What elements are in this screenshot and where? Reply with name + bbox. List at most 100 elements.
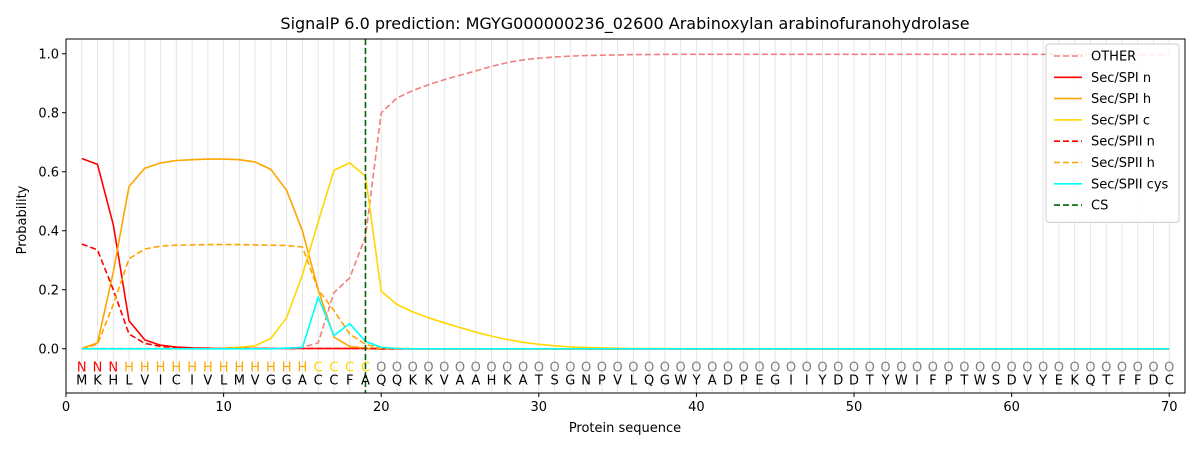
region-label: O <box>802 360 812 375</box>
region-label: H <box>203 360 213 375</box>
residue-label: G <box>282 374 292 389</box>
region-label: O <box>471 360 481 375</box>
residue-label: G <box>565 374 575 389</box>
residue-label: C <box>1165 374 1174 389</box>
residue-label: K <box>503 374 512 389</box>
residue-label: A <box>361 374 370 389</box>
region-label: O <box>376 360 386 375</box>
region-label: O <box>455 360 465 375</box>
residue-label: K <box>408 374 417 389</box>
residue-label: K <box>1070 374 1079 389</box>
residue-label: V <box>440 374 449 389</box>
residue-label: S <box>992 374 1000 389</box>
residue-label: Y <box>1038 374 1047 389</box>
x-axis-label: Protein sequence <box>569 421 681 436</box>
region-label: O <box>613 360 623 375</box>
region-label: O <box>408 360 418 375</box>
residue-label: L <box>125 374 133 389</box>
region-label: O <box>581 360 591 375</box>
legend-label: CS <box>1091 199 1108 214</box>
region-label: O <box>660 360 670 375</box>
residue-label: T <box>1101 374 1110 389</box>
region-label: N <box>93 360 103 375</box>
residue-label: T <box>959 374 968 389</box>
series-line-sec-spi-c <box>81 162 1170 350</box>
residue-label: C <box>314 374 323 389</box>
region-label: O <box>423 360 433 375</box>
x-tick-label: 30 <box>531 400 548 415</box>
region-label: H <box>250 360 260 375</box>
residue-label: D <box>833 374 843 389</box>
residue-label: A <box>456 374 465 389</box>
plot-frame <box>65 38 1186 394</box>
region-label: H <box>234 360 244 375</box>
chart-title: SignalP 6.0 prediction: MGYG000000236_02… <box>280 14 969 34</box>
residue-label: M <box>76 374 87 389</box>
region-label: N <box>108 360 118 375</box>
residue-label: P <box>945 374 953 389</box>
residue-label: P <box>598 374 606 389</box>
x-tick-label: 40 <box>688 400 705 415</box>
region-label: O <box>959 360 969 375</box>
region-label: O <box>1101 360 1111 375</box>
residue-label: V <box>613 374 622 389</box>
region-label: O <box>849 360 859 375</box>
residue-label: V <box>140 374 149 389</box>
residue-label: T <box>534 374 543 389</box>
region-label: O <box>1148 360 1158 375</box>
residue-label: C <box>172 374 181 389</box>
region-label: O <box>896 360 906 375</box>
residue-label: G <box>266 374 276 389</box>
residue-label: I <box>159 374 163 389</box>
residue-label: S <box>550 374 558 389</box>
residue-label: K <box>424 374 433 389</box>
region-label: H <box>298 360 308 375</box>
region-label: O <box>786 360 796 375</box>
region-label: O <box>928 360 938 375</box>
region-label: O <box>1164 360 1174 375</box>
residue-label: P <box>740 374 748 389</box>
residue-label: W <box>895 374 908 389</box>
residue-label: F <box>346 374 353 389</box>
region-label: O <box>676 360 686 375</box>
region-label: O <box>880 360 890 375</box>
region-label: C <box>361 360 370 375</box>
region-label: H <box>219 360 229 375</box>
residue-label: V <box>251 374 260 389</box>
residue-label: E <box>1055 374 1063 389</box>
y-tick-label: 1.0 <box>38 47 59 62</box>
region-label: H <box>282 360 292 375</box>
residue-label: Q <box>376 374 386 389</box>
residue-label: T <box>865 374 874 389</box>
series-line-sec-spi-h <box>81 158 1170 350</box>
residue-label: W <box>674 374 687 389</box>
residue-label: I <box>915 374 919 389</box>
residue-label: F <box>1134 374 1141 389</box>
legend-label: Sec/SPII h <box>1091 156 1155 171</box>
region-label: O <box>1117 360 1127 375</box>
region-label: O <box>1070 360 1080 375</box>
region-label: O <box>912 360 922 375</box>
residue-label: A <box>471 374 480 389</box>
residue-label: Y <box>881 374 890 389</box>
y-axis-label: Probability <box>15 185 30 254</box>
legend-label: Sec/SPI c <box>1091 113 1150 128</box>
residue-label: A <box>708 374 717 389</box>
residue-label: A <box>519 374 528 389</box>
legend-box <box>1045 43 1180 223</box>
series-line-sec-spii-h <box>81 243 1170 350</box>
region-label: O <box>833 360 843 375</box>
region-label: O <box>486 360 496 375</box>
y-tick-label: 0.6 <box>38 165 59 180</box>
residue-label: Q <box>1085 374 1095 389</box>
region-label: O <box>691 360 701 375</box>
legend-label: OTHER <box>1091 50 1136 65</box>
y-tick-label: 0.4 <box>38 224 59 239</box>
x-tick-label: 60 <box>1003 400 1020 415</box>
residue-label: D <box>723 374 733 389</box>
residue-label: H <box>108 374 118 389</box>
region-label: O <box>943 360 953 375</box>
region-label: C <box>345 360 354 375</box>
residue-label: Q <box>644 374 654 389</box>
residue-label: G <box>660 374 670 389</box>
